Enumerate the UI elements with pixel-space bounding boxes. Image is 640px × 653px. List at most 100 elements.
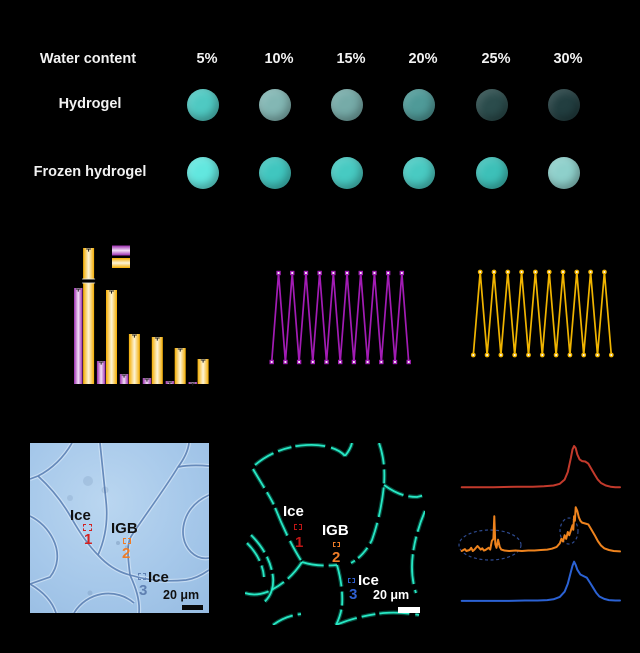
hydrogel-sample-dot-20pct	[403, 89, 435, 121]
marker-core	[568, 354, 571, 356]
marker-core	[493, 271, 495, 273]
spectrum-bottom-blue	[460, 560, 621, 602]
column-label-25pct: 25%	[481, 51, 511, 67]
ice-label-3: Ice	[358, 572, 379, 589]
region-box-1	[294, 524, 302, 530]
bar-yellow-bars-5%	[83, 248, 95, 384]
marker-core	[346, 272, 348, 274]
circle-shape	[67, 495, 73, 501]
frozen-sample-dot-30pct	[548, 157, 580, 189]
error-cap	[132, 334, 137, 338]
marker-core	[373, 272, 376, 274]
error-cap	[144, 378, 150, 382]
marker-core	[506, 271, 509, 273]
axis-break-lines	[82, 278, 96, 284]
marker-core	[270, 361, 273, 363]
marker-core	[284, 361, 287, 363]
marker-core	[534, 271, 537, 273]
marker-core	[394, 361, 396, 363]
fluorescence-micrograph: Ice 1 IGB 2 Ice 3 20 μm	[245, 443, 425, 625]
error-cap	[177, 348, 183, 352]
hydrogel-sample-dot-25pct	[476, 89, 508, 121]
water-content-label: Water content	[39, 51, 137, 67]
marker-core	[311, 361, 314, 363]
annotation-ellipse-1	[458, 529, 522, 561]
marker-core	[298, 361, 300, 363]
use-shape	[254, 443, 346, 466]
g-shape	[67, 476, 129, 596]
circle-shape	[83, 476, 93, 486]
marker-core	[562, 271, 564, 273]
frozen-sample-dot-15pct	[331, 157, 363, 189]
error-cap	[190, 382, 196, 386]
marker-core	[318, 272, 321, 274]
use-shape	[73, 592, 135, 613]
marker-core	[479, 271, 482, 273]
region-number-1: 1	[295, 534, 304, 551]
use-shape	[181, 493, 209, 561]
marker-core	[520, 271, 523, 273]
spectra-chart	[458, 445, 621, 602]
bar-purple-bars-15%	[119, 374, 129, 384]
marker-core	[589, 271, 592, 273]
marker-core	[555, 354, 558, 356]
error-cap	[121, 374, 127, 378]
error-cap	[167, 381, 173, 385]
annotation-ellipse-2	[559, 517, 579, 545]
column-label-30pct: 30%	[553, 51, 583, 67]
bar-purple-bars-5%	[74, 288, 83, 384]
error-cap	[75, 288, 81, 292]
circle-shape	[125, 545, 129, 549]
frozen-sample-dot-5pct	[187, 157, 219, 189]
column-label-5pct: 5%	[196, 51, 218, 67]
bar-chart	[74, 245, 209, 386]
error-cap	[109, 290, 114, 294]
region-number-3: 3	[349, 586, 358, 603]
frozen-hydrogel-row-label: Frozen hydrogel	[33, 164, 147, 180]
column-label-10pct: 10%	[264, 51, 294, 67]
scalebar-label: 20 μm	[163, 588, 200, 602]
cycle-chart-yellow-line	[472, 271, 613, 356]
marker-core	[513, 354, 516, 356]
region-box-2	[123, 538, 131, 544]
frozen-sample-dot-25pct	[476, 157, 508, 189]
cycle-chart-yellow	[470, 269, 614, 358]
region-box-3	[138, 573, 146, 580]
region-box-3	[348, 578, 355, 583]
hydrogel-sample-dot-30pct	[548, 89, 580, 121]
marker-core	[486, 354, 489, 356]
column-label-20pct: 20%	[408, 51, 438, 67]
marker-core	[472, 354, 475, 356]
frozen-sample-dot-20pct	[403, 157, 435, 189]
scalebar	[182, 605, 203, 610]
ice-label-3: Ice	[148, 569, 169, 586]
marker-core	[387, 272, 390, 274]
spectrum-top-red	[460, 445, 621, 489]
use-shape	[30, 443, 73, 480]
region-box-1	[83, 524, 92, 531]
error-cap	[200, 359, 206, 363]
hydrogel-sample-dot-15pct	[331, 89, 363, 121]
region-number-1: 1	[84, 531, 93, 548]
bar-yellow-bars-15%	[128, 334, 140, 384]
igb-label: IGB	[322, 522, 349, 539]
marker-core	[541, 354, 544, 356]
scalebar-label: 20 μm	[373, 588, 410, 602]
brightfield-micrograph: Ice 1 IGB 2 Ice 3 20 μm	[30, 443, 209, 613]
use-shape	[351, 443, 384, 563]
marker-core	[610, 354, 613, 356]
marker-core	[400, 272, 403, 274]
marker-core	[575, 271, 578, 273]
scalebar	[398, 607, 420, 613]
error-cap	[86, 248, 91, 252]
bar-yellow-bars-10%	[106, 290, 117, 384]
bar-yellow-bars-30%	[197, 359, 209, 384]
ice-label-1: Ice	[70, 507, 91, 524]
cycle-chart-purple	[269, 270, 411, 365]
bar-yellow-bars-25%	[174, 348, 186, 384]
use-shape	[350, 443, 386, 564]
marker-core	[380, 361, 383, 363]
ice-label-1: Ice	[283, 503, 304, 520]
use-shape	[30, 443, 74, 481]
hydrogel-sample-dot-10pct	[259, 89, 291, 121]
